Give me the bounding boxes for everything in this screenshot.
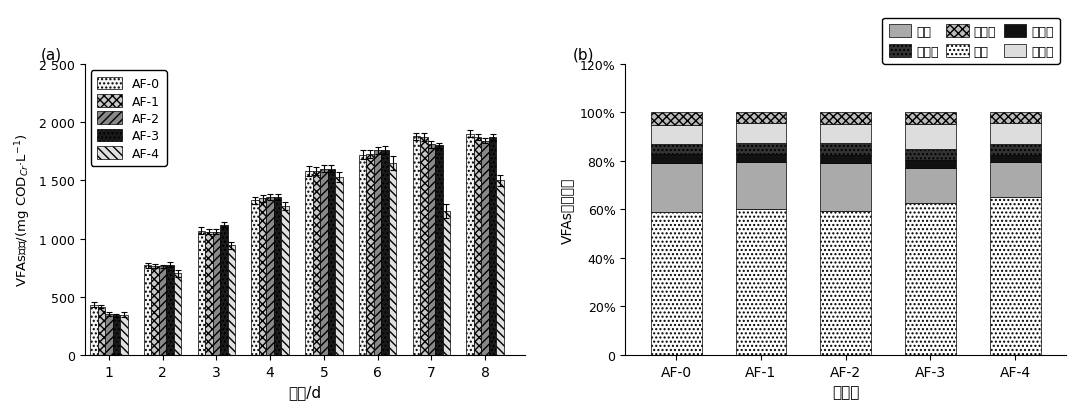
Bar	[735, 124, 786, 143]
Bar	[359, 155, 366, 355]
Bar	[366, 154, 374, 355]
Bar	[735, 210, 786, 355]
Bar	[989, 144, 1041, 156]
Bar	[905, 150, 956, 161]
Bar	[651, 155, 702, 164]
Bar	[651, 125, 702, 144]
Bar	[213, 232, 220, 355]
Bar	[651, 113, 702, 125]
Bar	[335, 178, 342, 355]
Bar	[482, 141, 489, 355]
Bar	[312, 172, 320, 355]
Bar	[259, 199, 267, 355]
Bar	[735, 155, 786, 163]
Bar	[205, 232, 213, 355]
Bar	[821, 144, 872, 155]
Bar	[821, 155, 872, 164]
Bar	[97, 307, 105, 355]
Bar	[489, 138, 497, 355]
Bar	[905, 169, 956, 204]
Bar	[252, 201, 259, 355]
Bar	[905, 204, 956, 355]
Bar	[989, 124, 1041, 144]
Bar	[821, 164, 872, 211]
Bar	[989, 198, 1041, 355]
Bar	[905, 125, 956, 150]
Bar	[467, 135, 474, 355]
Bar	[374, 151, 381, 355]
Bar	[381, 151, 389, 355]
Bar	[389, 164, 396, 355]
Bar	[905, 113, 956, 125]
Bar	[821, 211, 872, 355]
Text: (a): (a)	[41, 47, 62, 62]
Bar	[120, 315, 127, 355]
Bar	[435, 146, 443, 355]
Bar	[198, 231, 205, 355]
Bar	[905, 161, 956, 169]
Bar	[274, 197, 282, 355]
Bar	[105, 314, 112, 355]
Bar	[267, 197, 274, 355]
Bar	[443, 211, 450, 355]
Bar	[497, 181, 504, 355]
Bar	[228, 246, 235, 355]
Bar	[282, 206, 289, 355]
Bar	[151, 266, 159, 355]
Bar	[735, 143, 786, 155]
Bar	[989, 163, 1041, 198]
Bar	[989, 156, 1041, 163]
X-axis label: 时间/d: 时间/d	[288, 384, 322, 399]
Bar	[112, 316, 120, 355]
Bar	[327, 169, 335, 355]
Bar	[166, 265, 174, 355]
Bar	[735, 163, 786, 210]
Y-axis label: VFAs组分占比: VFAs组分占比	[561, 177, 575, 243]
Bar	[220, 225, 228, 355]
Bar	[735, 113, 786, 124]
Text: (b): (b)	[572, 47, 594, 62]
Bar	[413, 137, 420, 355]
Legend: AF-0, AF-1, AF-2, AF-3, AF-4: AF-0, AF-1, AF-2, AF-3, AF-4	[91, 71, 166, 166]
Bar	[651, 212, 702, 355]
Bar	[159, 267, 166, 355]
Bar	[174, 274, 181, 355]
X-axis label: 反应器: 反应器	[832, 384, 860, 399]
Bar	[144, 266, 151, 355]
Bar	[474, 138, 482, 355]
Bar	[90, 305, 97, 355]
Bar	[651, 144, 702, 155]
Bar	[420, 138, 428, 355]
Legend: 丙酸, 正丁酸, 正戊酸, 乙酸, 异丁酸, 异戊酸: 丙酸, 正丁酸, 正戊酸, 乙酸, 异丁酸, 异戊酸	[882, 19, 1059, 65]
Bar	[821, 113, 872, 125]
Bar	[821, 125, 872, 144]
Bar	[428, 145, 435, 355]
Y-axis label: VFAs产量/(mg COD$_{Cr}$·L$^{-1}$): VFAs产量/(mg COD$_{Cr}$·L$^{-1}$)	[14, 133, 33, 287]
Bar	[320, 169, 327, 355]
Bar	[989, 113, 1041, 124]
Bar	[651, 164, 702, 212]
Bar	[305, 172, 312, 355]
